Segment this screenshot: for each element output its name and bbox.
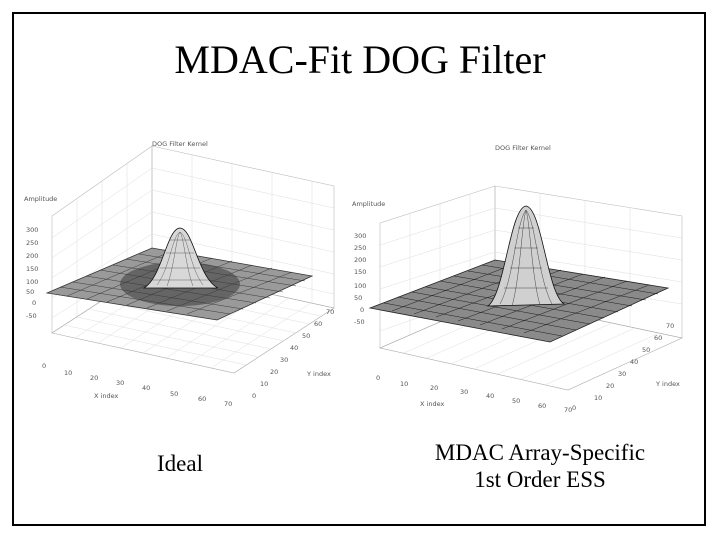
svg-text:50: 50: [512, 397, 520, 405]
svg-text:150: 150: [26, 265, 38, 273]
svg-text:0: 0: [376, 374, 380, 382]
svg-text:20: 20: [430, 384, 438, 392]
slide-title: MDAC-Fit DOG Filter: [174, 37, 546, 82]
svg-text:250: 250: [26, 239, 38, 247]
ideal-peak-mesh: [152, 231, 210, 287]
svg-text:300: 300: [26, 226, 38, 234]
ideal-plot-title: DOG Filter Kernel: [152, 140, 208, 148]
svg-text:30: 30: [618, 370, 626, 378]
svg-text:150: 150: [354, 268, 366, 276]
svg-text:70: 70: [326, 308, 334, 316]
ideal-y-label: Y index: [306, 370, 331, 378]
svg-text:50: 50: [642, 346, 650, 354]
mdac-x-ticks: 0 10 20 30 40 50 60 70: [376, 374, 572, 414]
ideal-surface-plot: DOG Filter Kernel Amplitude 300 250 200 …: [24, 140, 335, 408]
svg-text:60: 60: [654, 334, 662, 342]
svg-text:50: 50: [302, 332, 310, 340]
ideal-x-label: X index: [94, 392, 118, 400]
svg-text:40: 40: [486, 392, 494, 400]
ideal-x-ticks: 0 10 20 30 40 50 60 70: [42, 362, 232, 408]
mdac-caption: MDAC Array-Specific 1st Order ESS: [410, 439, 670, 493]
mdac-central-peak: [486, 205, 566, 307]
svg-text:20: 20: [606, 382, 614, 390]
svg-text:0: 0: [32, 299, 36, 307]
svg-text:0: 0: [572, 404, 576, 412]
svg-text:60: 60: [314, 320, 322, 328]
svg-text:70: 70: [666, 322, 674, 330]
svg-text:40: 40: [630, 358, 638, 366]
mdac-z-label: Amplitude: [352, 200, 385, 208]
ideal-z-label: Amplitude: [24, 195, 57, 203]
svg-text:30: 30: [460, 388, 468, 396]
svg-text:-50: -50: [354, 318, 365, 326]
svg-text:30: 30: [280, 356, 288, 364]
svg-text:50: 50: [26, 288, 34, 296]
ideal-y-ticks: 0 10 20 30 40 50 60 70: [252, 308, 334, 400]
svg-text:20: 20: [90, 374, 98, 382]
svg-text:60: 60: [198, 395, 206, 403]
svg-text:250: 250: [354, 244, 366, 252]
svg-text:40: 40: [290, 344, 298, 352]
mdac-caption-line2: 1st Order ESS: [474, 467, 606, 492]
mdac-x-label: X index: [420, 400, 444, 408]
svg-text:50: 50: [170, 390, 178, 398]
mdac-y-ticks: 0 10 20 30 40 50 60 70: [572, 322, 674, 412]
svg-text:10: 10: [64, 369, 72, 377]
mdac-y-label: Y index: [655, 380, 680, 388]
svg-text:0: 0: [252, 392, 256, 400]
mdac-caption-line1: MDAC Array-Specific: [434, 440, 646, 465]
mdac-surface-plot: DOG Filter Kernel Amplitude 300 250 200 …: [352, 144, 683, 414]
mdac-plot-title: DOG Filter Kernel: [495, 144, 551, 152]
svg-text:300: 300: [354, 232, 366, 240]
svg-text:20: 20: [270, 368, 278, 376]
ideal-central-peak: [142, 227, 219, 289]
svg-text:100: 100: [26, 278, 38, 286]
svg-text:-50: -50: [26, 312, 37, 320]
ideal-z-ticks: 300 250 200 150 100 50 0 -50: [26, 226, 38, 320]
svg-text:100: 100: [354, 282, 366, 290]
mdac-peak-mesh: [499, 209, 553, 307]
svg-text:70: 70: [224, 400, 232, 408]
svg-text:0: 0: [42, 362, 46, 370]
svg-text:50: 50: [354, 294, 362, 302]
svg-text:0: 0: [360, 306, 364, 314]
svg-text:200: 200: [354, 256, 366, 264]
slide-frame: [12, 12, 706, 526]
svg-text:60: 60: [538, 402, 546, 410]
svg-text:10: 10: [260, 380, 268, 388]
mdac-z-ticks: 300 250 200 150 100 50 0 -50: [354, 232, 366, 326]
svg-text:30: 30: [116, 379, 124, 387]
svg-text:70: 70: [564, 406, 572, 414]
ideal-caption: Ideal: [157, 451, 203, 476]
svg-text:40: 40: [142, 384, 150, 392]
svg-text:200: 200: [26, 252, 38, 260]
svg-text:10: 10: [594, 394, 602, 402]
svg-text:10: 10: [400, 380, 408, 388]
